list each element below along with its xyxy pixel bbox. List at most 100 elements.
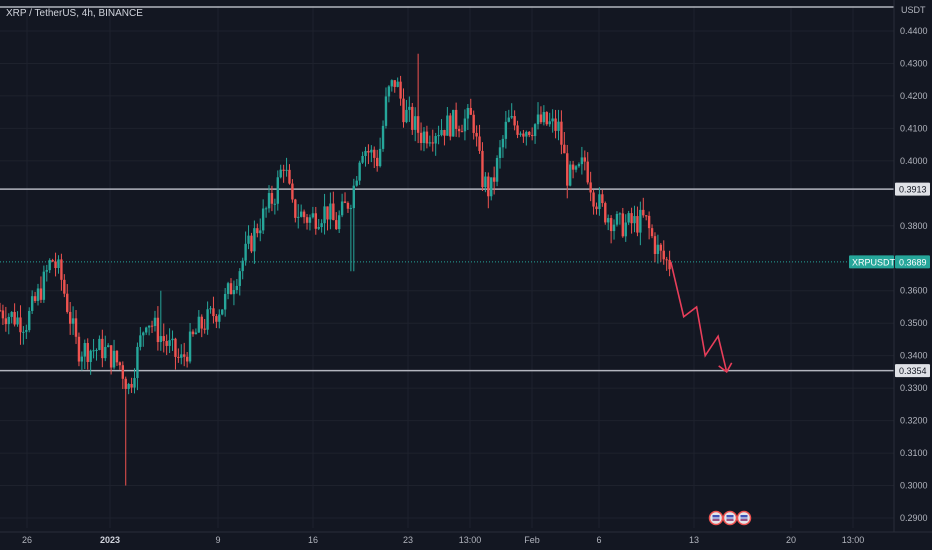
time-axis[interactable]: 26 2023 9 16 23 13:00 Feb 6 13 20 13:00 [0, 531, 932, 545]
candle-body [545, 112, 548, 125]
candle-body [317, 227, 320, 229]
candle-body [373, 149, 376, 158]
resistance-label-bg [895, 182, 930, 196]
candle-body [618, 213, 622, 215]
candle-body [466, 107, 470, 119]
candle-body [171, 338, 174, 341]
candle-body [104, 346, 107, 359]
price-tick-label: 0.3600 [900, 286, 928, 296]
candle-body [490, 177, 493, 197]
candle-body [542, 112, 546, 123]
candle-body [536, 114, 540, 125]
candle-body [209, 308, 212, 310]
candle-body [270, 193, 274, 204]
candle-body [261, 208, 265, 231]
candle-body [577, 164, 581, 167]
candle-body [77, 336, 81, 362]
candle-body [656, 244, 660, 254]
price-tick-label: 0.3200 [900, 416, 928, 426]
candle-body [174, 338, 177, 357]
price-tick-label: 0.2900 [900, 513, 928, 523]
candle-body [609, 218, 613, 232]
candle-body [636, 216, 639, 233]
candle-body [592, 192, 595, 207]
candle-body [162, 336, 165, 341]
candle-body [45, 270, 48, 272]
candle-body [48, 260, 51, 271]
candle-body [457, 128, 461, 132]
candle-body [203, 328, 206, 330]
candle-body [57, 259, 60, 269]
candle-body [659, 244, 663, 251]
candle-body [71, 318, 75, 324]
horizontal-levels [0, 6, 894, 372]
projection-arrow-head [718, 362, 733, 374]
candle-body [291, 183, 294, 200]
candle-body [133, 378, 136, 388]
candle-body [54, 261, 57, 269]
candle-body [109, 345, 113, 368]
event-markers[interactable] [708, 510, 752, 526]
candle-body [39, 288, 43, 300]
candle-body [364, 150, 367, 156]
candle-body [530, 135, 534, 137]
candle-body [112, 350, 116, 368]
candle-body [472, 114, 475, 133]
price-tick-label: 0.4400 [900, 26, 928, 36]
flag-icon[interactable] [708, 510, 724, 526]
candle-body [396, 81, 399, 87]
candle-body [335, 220, 338, 230]
price-tick-label: 0.3100 [900, 448, 928, 458]
candle-body [218, 314, 221, 322]
flag-icon[interactable] [722, 510, 738, 526]
candle-body [235, 285, 239, 291]
candle-body [28, 310, 31, 331]
candle-body [402, 98, 405, 123]
candle-body [642, 209, 645, 216]
candle-body [80, 356, 84, 362]
candle-body [247, 235, 250, 244]
candle-body [221, 309, 224, 315]
candle-body [487, 176, 490, 197]
candle-body [273, 203, 277, 205]
candle-body [361, 155, 364, 163]
flag-icon[interactable] [736, 510, 752, 526]
candle-body [98, 338, 101, 350]
candle-body [434, 136, 437, 144]
last-price-label-bg [895, 255, 930, 269]
symbol-tag-bg [849, 255, 894, 269]
candle-body [0, 310, 2, 312]
candle-body [147, 325, 151, 328]
candle-body [285, 169, 288, 171]
candle-body [469, 107, 472, 115]
candle-body [4, 318, 8, 325]
candle-body [308, 217, 312, 223]
candle-body [639, 209, 642, 233]
candle-body [422, 131, 426, 144]
last-price-label: 0.3689 [899, 257, 927, 267]
candle-body [66, 293, 69, 312]
candle-body [630, 213, 633, 224]
candle-body [437, 135, 440, 137]
candle-body [554, 118, 557, 131]
time-tick-label: 13 [689, 535, 699, 545]
candle-body [495, 158, 499, 182]
candle-body [121, 365, 125, 379]
price-axis[interactable]: USDT 0.4400 0.4300 0.4200 0.4100 0.4000 0.3800… [849, 0, 930, 532]
candle-body [259, 230, 262, 234]
candle-body [7, 316, 10, 325]
time-tick-label: 9 [215, 535, 220, 545]
candle-body [419, 132, 423, 144]
price-tick-label: 0.4100 [900, 123, 928, 133]
candle-body [194, 332, 198, 335]
candle-body [282, 169, 285, 171]
candle-body [513, 116, 516, 126]
candle-body [136, 346, 139, 379]
price-tick-label: 0.3000 [900, 481, 928, 491]
candle-body [118, 362, 122, 366]
candle-body [460, 131, 464, 133]
candle-body [311, 213, 315, 218]
candle-body [68, 311, 72, 324]
